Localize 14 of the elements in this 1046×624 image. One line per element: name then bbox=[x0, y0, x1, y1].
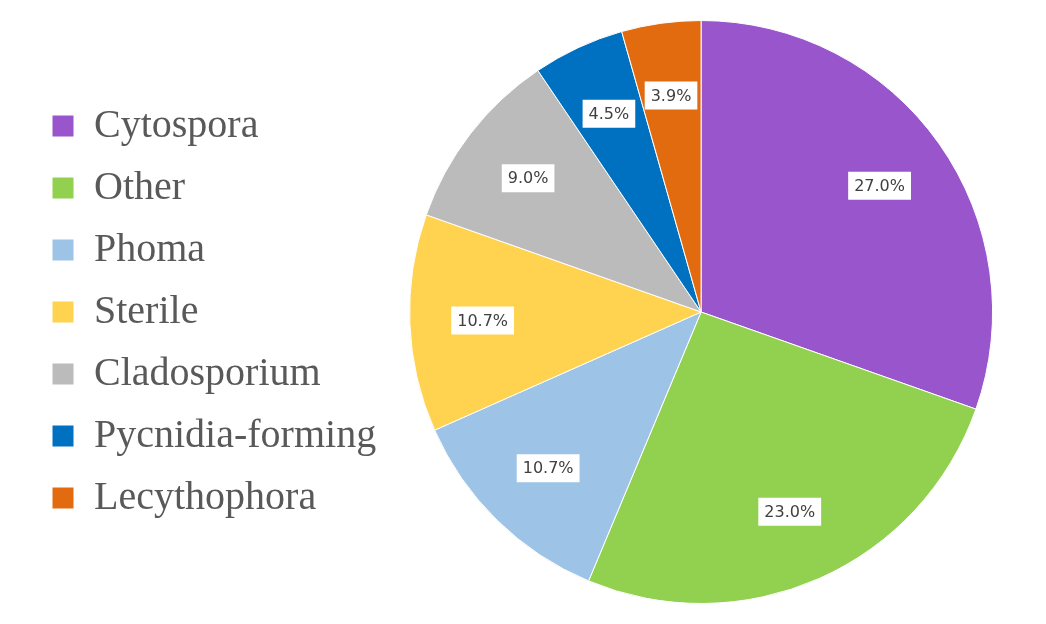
legend-label: Lecythophora bbox=[94, 472, 317, 518]
legend-label: Cladosporium bbox=[94, 348, 321, 394]
legend-label: Sterile bbox=[94, 286, 199, 332]
data-label: 9.0% bbox=[507, 168, 549, 188]
legend-label: Other bbox=[94, 162, 186, 208]
data-label: 4.5% bbox=[588, 103, 630, 123]
legend-label: Cytospora bbox=[94, 100, 259, 146]
data-label: 10.7% bbox=[522, 458, 574, 478]
data-label: 10.7% bbox=[457, 310, 509, 330]
legend-label: Phoma bbox=[94, 224, 206, 270]
data-label: 27.0% bbox=[854, 175, 905, 195]
data-label: 3.9% bbox=[650, 85, 692, 105]
data-label: 23.0% bbox=[764, 502, 816, 522]
legend-label: Pycnidia-forming bbox=[94, 410, 377, 456]
